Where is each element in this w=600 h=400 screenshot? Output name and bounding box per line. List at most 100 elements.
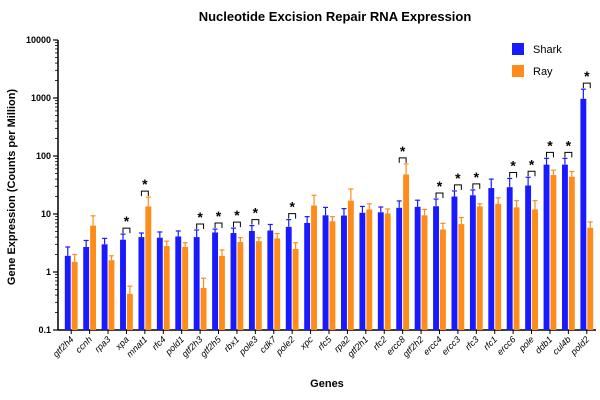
- bar-ray: [163, 246, 170, 330]
- bar-shark: [469, 195, 476, 330]
- x-tick-label: rfc5: [316, 334, 334, 352]
- significance-marker: *: [234, 207, 240, 223]
- bar-shark: [488, 188, 495, 330]
- significance-marker: *: [253, 205, 259, 221]
- bar-ray: [384, 213, 391, 330]
- bar-ray: [311, 205, 317, 330]
- bar-shark: [341, 215, 347, 330]
- significance-marker: *: [510, 157, 516, 173]
- significance-bracket: [546, 151, 554, 158]
- bar-shark: [138, 237, 145, 330]
- bar-ray: [587, 227, 594, 330]
- bar-shark: [175, 236, 182, 330]
- y-axis-label: Gene Expression (Counts per Million): [6, 89, 18, 286]
- bar-shark: [543, 164, 550, 330]
- bar-ray: [366, 209, 373, 330]
- bar-ray: [421, 215, 428, 330]
- x-tick-label: mnat1: [125, 334, 150, 359]
- bar-ray: [145, 206, 152, 330]
- significance-bracket: [251, 219, 260, 225]
- x-tick-label: rpa3: [93, 334, 113, 354]
- y-tick-label: 100: [36, 151, 51, 161]
- legend-label-ray: Ray: [533, 66, 553, 78]
- bar-ray: [476, 206, 483, 330]
- bar-ray: [182, 246, 189, 330]
- significance-marker: *: [400, 143, 406, 159]
- bar-ray: [568, 176, 575, 330]
- legend-label-shark: Shark: [533, 44, 562, 56]
- significance-marker: *: [437, 178, 443, 194]
- x-tick-label: pold2: [568, 334, 591, 357]
- bar-shark: [377, 212, 384, 330]
- bar-ray: [219, 255, 225, 330]
- significance-marker: *: [124, 213, 130, 229]
- x-tick-label: pole: [516, 334, 536, 354]
- significance-marker: *: [455, 170, 461, 186]
- significance-bracket: [140, 190, 149, 197]
- bar-ray: [255, 241, 262, 330]
- bar-shark: [267, 230, 274, 330]
- x-tick-label: ercc3: [440, 334, 463, 357]
- bar-ray: [108, 260, 115, 330]
- significance-bracket: [232, 221, 241, 228]
- significance-marker: *: [289, 199, 295, 215]
- bar-ray: [495, 203, 502, 330]
- significance-marker: *: [474, 169, 480, 185]
- bar-ray: [550, 175, 557, 330]
- significance-bracket: [472, 183, 481, 189]
- bar-ray: [292, 248, 299, 330]
- significance-bracket: [582, 82, 591, 89]
- legend: Shark Ray: [512, 43, 562, 78]
- bar-shark: [83, 246, 90, 330]
- bar-shark: [156, 237, 163, 330]
- bar-ray: [513, 207, 520, 330]
- x-tick-label: ercc6: [495, 334, 518, 357]
- bar-shark: [101, 244, 108, 330]
- x-axis-label: Genes: [310, 378, 344, 390]
- x-tick-label: cul4b: [551, 334, 573, 356]
- significance-bracket: [214, 222, 223, 229]
- significance-bracket: [398, 157, 407, 163]
- significance-bracket: [527, 170, 536, 177]
- bar-ray: [329, 221, 336, 330]
- legend-swatch-shark: [512, 43, 524, 55]
- x-tick-label: rfc3: [463, 334, 481, 352]
- significance-bracket: [509, 171, 518, 178]
- bar-shark: [359, 212, 366, 330]
- bar-ray: [458, 224, 465, 330]
- bar-shark: [433, 206, 439, 330]
- bar-shark: [580, 98, 587, 330]
- x-tick-label: gtf2h2: [401, 334, 426, 359]
- y-tick-label: 0.1: [38, 325, 51, 335]
- bar-shark: [451, 196, 458, 330]
- significance-bracket: [564, 151, 573, 158]
- x-tick-label: gtf2h5: [198, 334, 223, 359]
- bar-shark: [525, 185, 532, 330]
- significance-marker: *: [584, 68, 590, 84]
- bar-ray: [274, 238, 281, 330]
- bar-ray: [347, 200, 354, 330]
- significance-bracket: [122, 227, 131, 234]
- significance-marker: *: [566, 137, 572, 153]
- significance-bracket: [435, 192, 444, 199]
- y-tick-label: 1: [46, 267, 51, 277]
- bar-shark: [322, 215, 329, 330]
- bar-ray: [237, 241, 244, 330]
- legend-swatch-ray: [512, 65, 524, 77]
- y-tick-label: 1000: [31, 93, 51, 103]
- significance-marker: *: [197, 209, 203, 225]
- x-tick-label: ercc4: [421, 334, 444, 357]
- significance-marker: *: [142, 176, 148, 192]
- y-tick-label: 10: [41, 209, 51, 219]
- x-tick-label: gtf2h4: [51, 334, 76, 359]
- significance-bracket: [288, 213, 297, 219]
- x-tick-label: pole2: [273, 334, 296, 357]
- bar-ray: [403, 174, 410, 330]
- bar-ray: [71, 261, 78, 330]
- x-tick-label: gtf2h1: [345, 334, 370, 359]
- bar-shark: [212, 232, 219, 330]
- bar-shark: [64, 255, 71, 330]
- bar-ray: [200, 287, 207, 330]
- x-tick-label: ddb1: [533, 334, 554, 355]
